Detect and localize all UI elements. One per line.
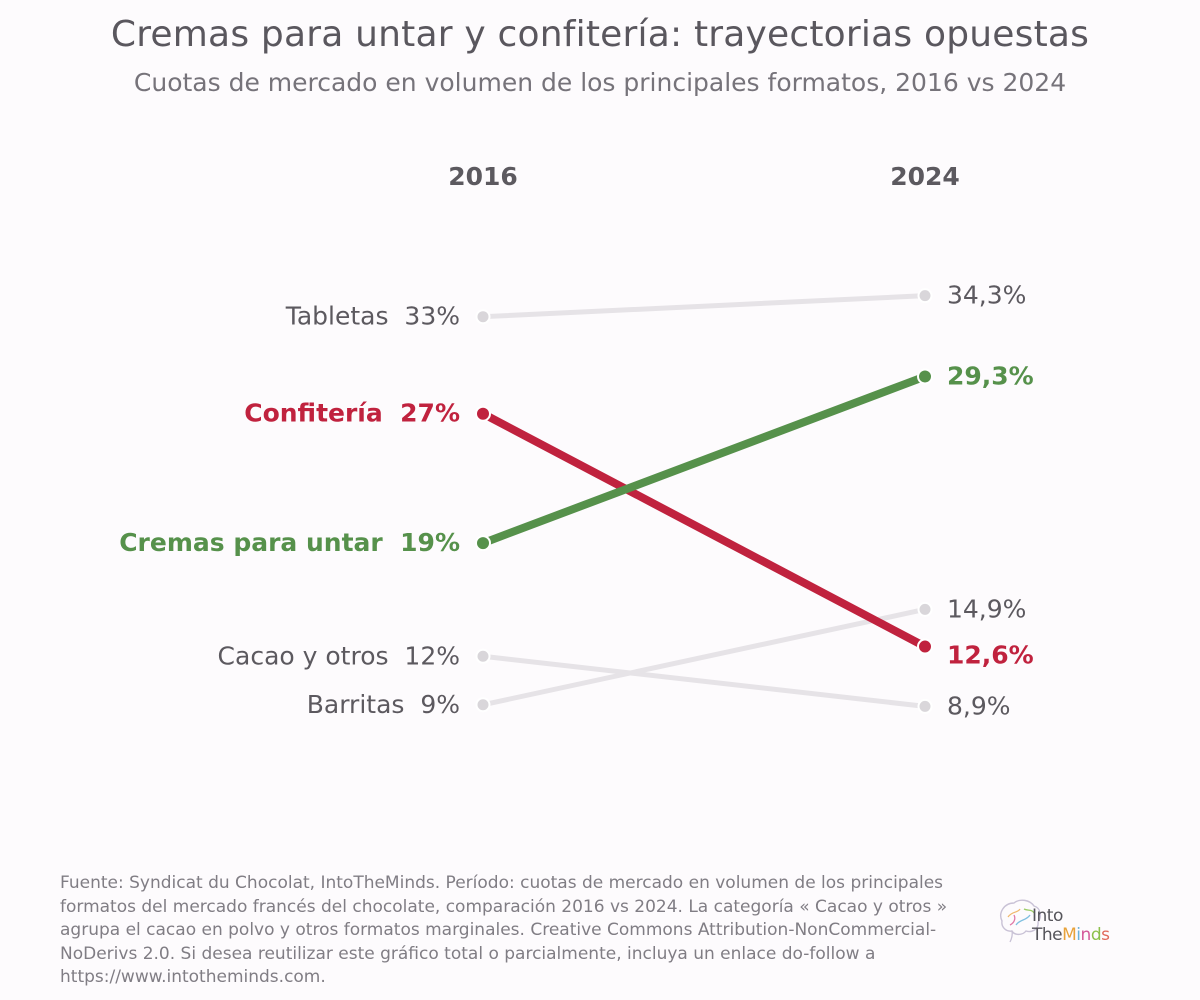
year-header-2016: 2016 <box>448 162 518 191</box>
value-2024-barritas: 14,9% <box>947 594 1026 623</box>
label-2016-barritas: Barritas 9% <box>307 690 460 719</box>
series-line-cacao-y-otros <box>480 653 928 709</box>
chart-subtitle: Cuotas de mercado en volumen de los prin… <box>133 68 1067 97</box>
year-header-2024: 2024 <box>890 162 960 191</box>
label-2016-cacao-y-otros: Cacao y otros 12% <box>218 641 460 670</box>
series-point-confitería-2016 <box>475 405 491 422</box>
series-point-barritas-2016 <box>475 697 491 713</box>
series-name-confitería: Confitería <box>244 399 400 428</box>
series-name-cremas-para-untar: Cremas para untar <box>119 528 400 557</box>
slope-chart: 2016 2024 Tabletas 33% 34,3% Confitería 27% 1… <box>119 162 1034 720</box>
series-point-tabletas-2016 <box>475 309 491 325</box>
label-2016-confitería: Confitería 27% <box>244 399 460 428</box>
series-line-cremas-para-untar <box>479 372 929 548</box>
chart-title: Cremas para untar y confitería: trayecto… <box>110 14 1090 55</box>
logo-minds: Minds <box>1062 925 1110 945</box>
source-footnote: Fuente: Syndicat du Chocolat, IntoTheMin… <box>60 873 948 987</box>
value-2016-cacao-y-otros: 12% <box>404 641 460 670</box>
logo-wordmark: Into TheMinds <box>1032 906 1110 945</box>
intotheminds-logo: Into TheMinds <box>994 893 1134 953</box>
value-2016-tabletas: 33% <box>404 302 460 331</box>
series-point-cremas-para-untar-2024 <box>917 368 933 385</box>
series-line-confitería <box>479 409 929 651</box>
series-line-tabletas <box>480 293 928 320</box>
value-2024-confitería: 12,6% <box>947 641 1034 670</box>
brain-icon <box>1000 899 1042 943</box>
logo-line-2: TheMinds <box>1032 925 1110 945</box>
value-2024-cremas-para-untar: 29,3% <box>947 362 1034 391</box>
series-point-barritas-2024 <box>917 601 933 617</box>
value-2024-tabletas: 34,3% <box>947 281 1026 310</box>
label-2016-tabletas: Tabletas 33% <box>285 302 460 331</box>
series-point-confitería-2024 <box>917 638 933 655</box>
series-point-tabletas-2024 <box>917 288 933 304</box>
label-2016-cremas-para-untar: Cremas para untar 19% <box>119 528 460 557</box>
value-2016-cremas-para-untar: 19% <box>400 528 460 557</box>
series-point-cremas-para-untar-2016 <box>475 535 491 552</box>
series-name-barritas: Barritas <box>307 690 421 719</box>
value-2016-barritas: 9% <box>420 690 460 719</box>
logo-the: The <box>1032 925 1063 945</box>
series-point-cacao-y-otros-2024 <box>917 698 933 714</box>
logo-line-1: Into <box>1032 906 1063 926</box>
series-point-cacao-y-otros-2016 <box>475 648 491 664</box>
series-line-barritas <box>480 606 928 708</box>
value-2016-confitería: 27% <box>400 399 460 428</box>
series-name-tabletas: Tabletas <box>285 302 405 331</box>
value-2024-cacao-y-otros: 8,9% <box>947 691 1011 720</box>
series-name-cacao-y-otros: Cacao y otros <box>218 641 405 670</box>
